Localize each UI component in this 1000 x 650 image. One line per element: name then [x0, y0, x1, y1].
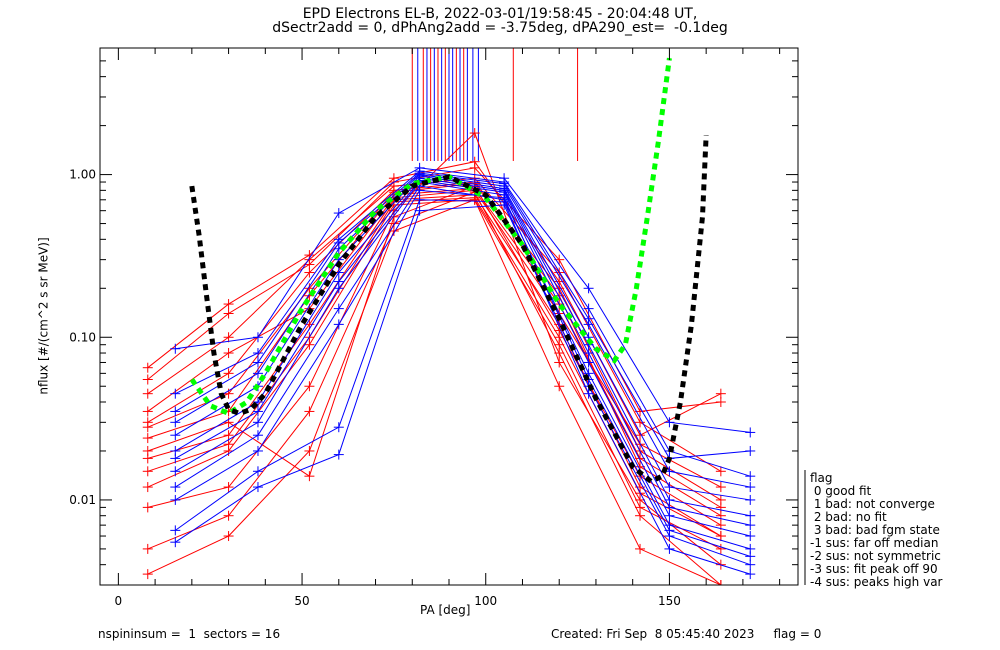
red-sector-spectra-trace: [147, 185, 722, 526]
legend-item: 3 bad: bad fgm state: [810, 523, 940, 537]
legend-item: -4 sus: peaks high var: [810, 575, 943, 589]
blue-sector-spectra-trace: [175, 179, 751, 526]
blue-sector-spectra-trace: [175, 170, 751, 477]
red-sector-spectra-trace: [147, 183, 722, 517]
x-tick-label: 150: [658, 594, 681, 608]
red-sector-spectra-trace: [147, 132, 722, 566]
fits-group: [189, 57, 709, 485]
legend-item: 1 bad: not converge: [810, 497, 935, 511]
red-sector-spectra-trace: [147, 199, 722, 585]
legend-item: 0 good fit: [810, 484, 872, 498]
x-axis-label: PA [deg]: [420, 603, 471, 617]
blue-sector-spectra-trace: [175, 204, 751, 566]
traces-group: [142, 48, 756, 585]
y-tick-label: 0.01: [69, 493, 96, 507]
y-tick-label: 0.10: [69, 330, 96, 344]
y-axis-label: nflux [#/(cm^2 s sr MeV)]: [36, 237, 51, 395]
legend-title: flag: [810, 471, 833, 485]
blue-sector-spectra-trace: [175, 167, 751, 433]
chart-title-line1: EPD Electrons EL-B, 2022-03-01/19:58:45 …: [302, 6, 698, 22]
axes-group: 0 50 100 150 0.01 0.10 1.00: [69, 47, 806, 608]
footer-info: nspininsum = 1 sectors = 16: [98, 627, 281, 641]
red-sector-spectra-trace: [147, 194, 722, 537]
flag-legend: flag 0 good fit 1 bad: not converge 2 ba…: [810, 472, 942, 589]
fit-black-curve: [189, 134, 709, 485]
footer-created: Created: Fri Sep 8 05:45:40 2023 flag = …: [551, 627, 822, 641]
blue-sector-spectra-trace: [175, 189, 751, 557]
legend-item: 2 bad: no fit: [810, 510, 887, 524]
x-tick-label: 50: [294, 594, 309, 608]
x-tick-label: 0: [115, 594, 123, 608]
red-sector-spectra-trace: [147, 199, 722, 550]
blue-sector-spectra-trace: [175, 199, 751, 575]
legend-item: -3 sus: fit peak off 90: [810, 562, 938, 576]
red-sector-spectra-trace: [147, 191, 722, 585]
blue-sector-spectra-trace: [175, 181, 751, 537]
legend-item: -2 sus: not symmetric: [810, 549, 941, 563]
red-sector-spectra-trace: [147, 181, 722, 501]
legend-item: -1 sus: far off median: [810, 536, 939, 550]
x-tick-label: 100: [474, 594, 497, 608]
blue-sector-spectra-trace: [175, 174, 751, 488]
red-sector-spectra-trace: [147, 167, 721, 412]
chart-title-line2: dSectr2add = 0, dPhAng2add = -3.75deg, d…: [272, 20, 728, 36]
y-tick-label: 1.00: [69, 168, 96, 182]
red-sector-spectra-trace: [147, 189, 722, 488]
blue-sector-spectra-trace: [175, 185, 751, 550]
blue-sector-spectra-trace: [175, 172, 751, 459]
